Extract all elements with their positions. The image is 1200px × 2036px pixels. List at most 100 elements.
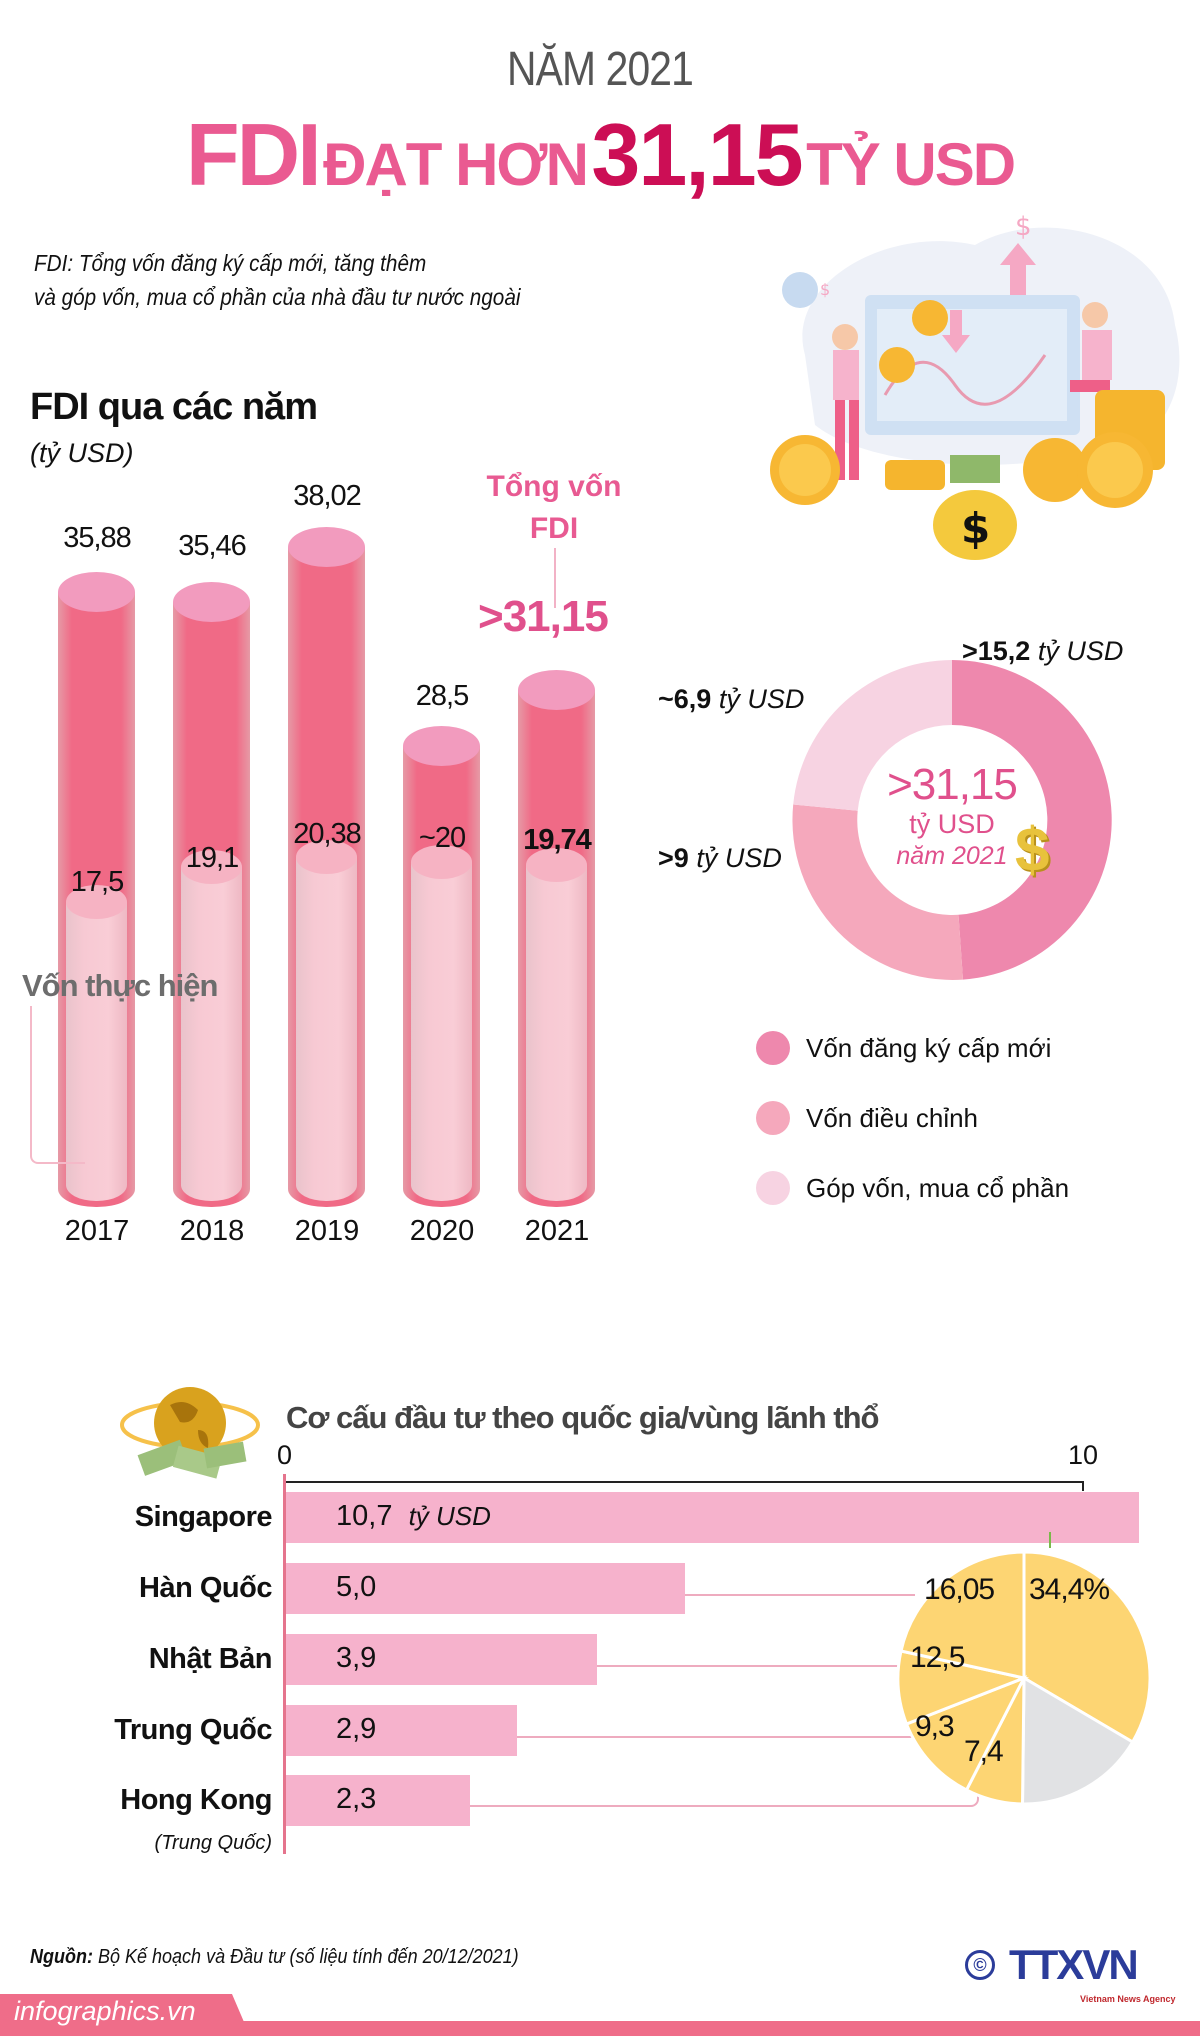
country-hongkong: Hong Kong <box>120 1784 272 1816</box>
bar-japan <box>286 1634 597 1685</box>
bar-hongkong-value: 2,3 <box>336 1783 377 1815</box>
bar-2019-total: 38,02 <box>293 480 362 512</box>
headline-reach: ĐẠT HƠN <box>323 131 589 198</box>
fdi-definition: FDI: Tổng vốn đăng ký cấp mới, tăng thêm… <box>34 246 520 314</box>
bar-2017 <box>58 572 135 1207</box>
source-label: Nguồn: <box>30 1946 93 1968</box>
donut-label-shares-value: ~6,9 <box>658 684 712 714</box>
country-china: Trung Quốc <box>114 1714 272 1746</box>
bar-korea-value: 5,0 <box>336 1571 377 1603</box>
donut-center-value: >31,15 <box>887 760 1018 809</box>
pie-slice-singapore <box>1022 1550 1152 1745</box>
donut-label-adjust-value: >9 <box>658 843 689 873</box>
total-fdi-connector <box>554 548 556 608</box>
bar-2018-total: 35,46 <box>178 530 247 562</box>
bar-2017-total: 35,88 <box>63 522 132 554</box>
copyright-icon: © <box>965 1950 995 1980</box>
country-chart-title: Cơ cấu đầu tư theo quốc gia/vùng lãnh th… <box>286 1400 879 1435</box>
legend-dot-new <box>756 1031 790 1065</box>
site-link[interactable]: infographics.vn <box>14 1996 196 2026</box>
country-share-pie <box>896 1550 1152 1806</box>
investors-illustration: $ $ $ <box>770 212 1180 560</box>
x-axis-line <box>285 1481 1083 1483</box>
headline-unit: TỶ USD <box>806 131 1016 198</box>
source-note: Nguồn: Bộ Kế hoạch và Đầu tư (số liệu tí… <box>30 1946 519 1969</box>
agency-name: TTXVN <box>1009 1941 1139 1988</box>
singapore-value: 10,7 <box>336 1500 393 1532</box>
bar-singapore-value: 10,7 tỷ USD <box>336 1500 491 1533</box>
svg-text:$: $ <box>961 504 990 553</box>
headline-fdi: FDI <box>185 105 322 204</box>
donut-label-new: >15,2 tỷ USD <box>962 636 1123 667</box>
yearly-chart-unit: (tỷ USD) <box>30 438 134 468</box>
source-text: Bộ Kế hoạch và Đầu tư (số liệu tính đến … <box>92 1946 519 1968</box>
definition-line-2: và góp vốn, mua cổ phần của nhà đầu tư n… <box>34 284 521 310</box>
connector-japan <box>597 1665 902 1667</box>
bar-china <box>286 1705 517 1756</box>
legend-adjusted-capital: Vốn điều chỉnh <box>756 1101 978 1135</box>
connector-korea <box>683 1594 915 1596</box>
bar-hongkong <box>286 1775 470 1826</box>
total-fdi-label-line2: FDI <box>529 512 579 545</box>
pie-slice-other <box>1020 1675 1135 1806</box>
donut-label-adjust: >9 tỷ USD <box>658 843 782 874</box>
country-korea: Hàn Quốc <box>139 1572 272 1604</box>
bar-2019 <box>288 527 365 1207</box>
donut-label-adjust-unit: tỷ USD <box>696 843 782 873</box>
singapore-unit: tỷ USD <box>408 1501 491 1531</box>
total-fdi-2021: >31,15 <box>478 592 609 641</box>
definition-line-1: FDI: Tổng vốn đăng ký cấp mới, tăng thêm <box>34 250 427 276</box>
headline-number: 31,15 <box>591 105 803 204</box>
total-fdi-label: Tổng vốn FDI <box>474 466 634 550</box>
legend-label-shares: Góp vốn, mua cổ phần <box>806 1172 1070 1203</box>
pie-label-china: 9,3 <box>915 1710 955 1743</box>
bar-china-value: 2,9 <box>336 1713 377 1745</box>
country-singapore: Singapore <box>134 1501 273 1533</box>
footer-band <box>0 2021 1200 2036</box>
bar-2018 <box>173 582 250 1207</box>
year-heading: NĂM 2021 <box>507 43 694 96</box>
year-label-2021: 2021 <box>524 1215 590 1247</box>
year-label-2020: 2020 <box>409 1215 475 1247</box>
svg-text:$: $ <box>820 280 830 299</box>
headline: FDI ĐẠT HƠN 31,15 TỶ USD <box>0 104 1200 206</box>
total-fdi-label-line1: Tổng vốn <box>486 470 622 503</box>
gold-dollar-icon: $ <box>1015 816 1050 885</box>
donut-center-text: >31,15 tỷ USD năm 2021 <box>852 762 1052 872</box>
globe-money-icon <box>120 1387 260 1479</box>
agency-subtitle: Vietnam News Agency <box>1080 1994 1176 2004</box>
country-japan: Nhật Bản <box>148 1643 273 1675</box>
pie-label-singapore: 34,4% <box>1029 1573 1110 1606</box>
axis-tick-10: 10 <box>1068 1440 1099 1470</box>
fdi-donut-chart <box>792 660 1112 980</box>
axis-tick-0: 0 <box>277 1440 293 1470</box>
legend-share-purchase: Góp vốn, mua cổ phần <box>756 1171 1069 1205</box>
svg-text:$: $ <box>1015 212 1032 242</box>
bar-2020 <box>403 726 480 1207</box>
legend-dot-adjust <box>756 1101 790 1135</box>
yearly-chart-title: FDI qua các năm <box>30 386 318 428</box>
pie-label-hongkong: 7,4 <box>964 1735 1004 1768</box>
bar-2017-realized: 17,5 <box>70 866 124 898</box>
singapore-connector <box>1049 1532 1051 1548</box>
donut-label-new-unit: tỷ USD <box>1037 636 1124 666</box>
pie-label-korea: 16,05 <box>924 1573 995 1606</box>
connector-china <box>517 1736 912 1738</box>
bar-2020-realized: ~20 <box>418 822 466 854</box>
footer-tab <box>0 1994 250 2036</box>
ttxvn-logo: © TTXVN <box>965 1941 1139 1988</box>
donut-label-shares-unit: tỷ USD <box>718 684 805 714</box>
x-axis-end-tick <box>1082 1481 1084 1491</box>
legend-new-capital: Vốn đăng ký cấp mới <box>756 1031 1051 1065</box>
donut-segment-new <box>952 660 1112 980</box>
donut-segment-adjust <box>792 804 963 980</box>
year-label-2018: 2018 <box>179 1215 245 1247</box>
donut-label-shares: ~6,9 tỷ USD <box>658 684 804 715</box>
donut-center-unit: tỷ USD <box>909 809 995 839</box>
bar-korea <box>286 1563 685 1614</box>
realized-bracket <box>30 1006 85 1164</box>
bar-2020-total: 28,5 <box>415 680 469 712</box>
bar-japan-value: 3,9 <box>336 1642 377 1674</box>
pie-label-japan: 12,5 <box>910 1641 965 1674</box>
legend-dot-shares <box>756 1171 790 1205</box>
